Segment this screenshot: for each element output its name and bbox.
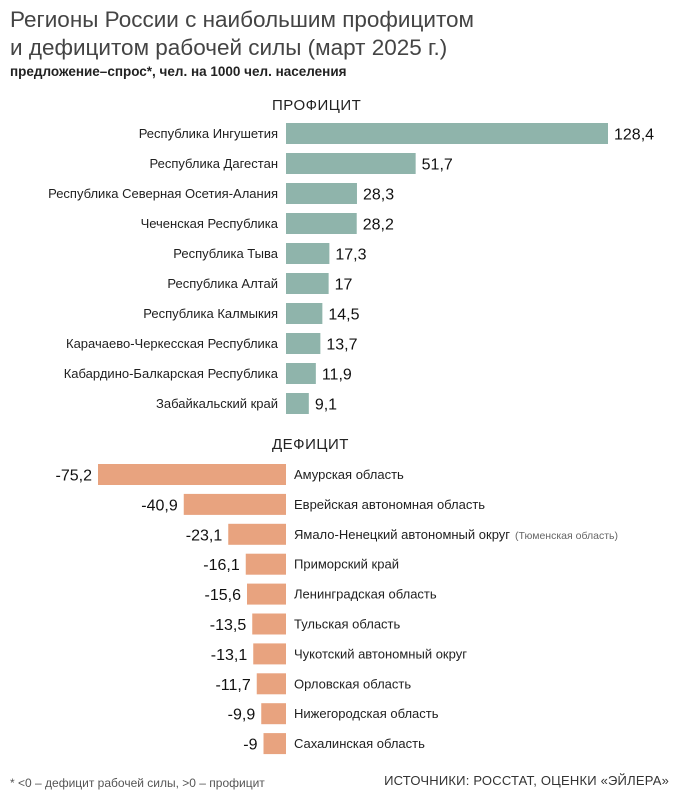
deficit-section-label: ДЕФИЦИТ	[272, 436, 349, 453]
surplus-bar	[286, 363, 316, 384]
surplus-bar	[286, 303, 323, 324]
surplus-bar	[286, 183, 357, 204]
surplus-bar	[286, 153, 416, 174]
chart-subtitle: предложение–спрос*, чел. на 1000 чел. на…	[10, 64, 347, 79]
surplus-bar	[286, 333, 321, 354]
deficit-category-label: Тульская область	[294, 617, 400, 632]
deficit-bar	[261, 703, 286, 725]
deficit-bar	[228, 523, 286, 545]
deficit-bar	[263, 733, 286, 755]
surplus-category-label: Республика Дагестан	[150, 156, 278, 171]
surplus-value-label: 128,4	[614, 127, 654, 144]
source-note: ИСТОЧНИКИ: РОССТАТ, ОЦЕНКИ «ЭЙЛЕРА»	[384, 773, 669, 788]
surplus-category-label: Республика Ингушетия	[139, 126, 278, 141]
deficit-category-label: Нижегородская область	[294, 706, 439, 721]
surplus-bar	[286, 393, 309, 414]
deficit-value-label: -15,6	[205, 587, 242, 604]
deficit-value-label: -9,9	[228, 707, 256, 724]
deficit-category-label: Ямало-Ненецкий автономный округ (Тюменска…	[294, 527, 618, 542]
deficit-category-label: Ленинградская область	[294, 587, 437, 602]
chart-title-line2: и дефицитом рабочей силы (март 2025 г.)	[10, 35, 448, 60]
deficit-value-label: -16,1	[203, 557, 240, 574]
deficit-bar	[247, 583, 286, 605]
surplus-bar	[286, 243, 330, 264]
deficit-category-label: Приморский край	[294, 557, 399, 572]
deficit-value-label: -13,5	[210, 617, 247, 634]
deficit-bar	[183, 493, 286, 515]
deficit-bar	[253, 643, 286, 665]
surplus-category-label: Республика Калмыкия	[143, 306, 278, 321]
deficit-value-label: -11,7	[215, 677, 250, 694]
deficit-category-label: Сахалинская область	[294, 736, 425, 751]
surplus-bar	[286, 213, 357, 234]
deficit-bar	[98, 464, 286, 485]
surplus-category-label: Карачаево-Черкесская Республика	[66, 336, 279, 351]
chart-title-line1: Регионы России с наибольшим профицитом	[10, 7, 474, 32]
surplus-bar	[286, 273, 329, 294]
deficit-category-label: Чукотский автономный округ	[294, 646, 467, 661]
surplus-bar	[286, 123, 608, 144]
surplus-value-label: 17	[335, 277, 353, 294]
footnote: * <0 – дефицит рабочей силы, >0 – профиц…	[10, 776, 265, 790]
surplus-category-label: Республика Тыва	[173, 246, 279, 261]
deficit-value-label: -9	[243, 737, 257, 754]
surplus-category-label: Республика Алтай	[167, 276, 278, 291]
deficit-category-label: Орловская область	[294, 676, 411, 691]
deficit-bar	[256, 673, 286, 695]
surplus-value-label: 11,9	[322, 367, 352, 384]
deficit-value-label: -13,1	[211, 647, 248, 664]
deficit-category-label: Еврейская автономная область	[294, 497, 485, 512]
surplus-category-label: Чеченская Республика	[141, 216, 279, 231]
surplus-value-label: 17,3	[335, 247, 366, 264]
surplus-category-label: Забайкальский край	[156, 396, 278, 411]
surplus-value-label: 28,2	[363, 217, 394, 234]
surplus-value-label: 13,7	[326, 337, 357, 354]
surplus-value-label: 28,3	[363, 187, 394, 204]
surplus-category-label: Кабардино-Балкарская Республика	[64, 366, 279, 381]
deficit-value-label: -23,1	[186, 527, 223, 544]
deficit-value-label: -75,2	[56, 468, 93, 485]
surplus-value-label: 14,5	[328, 307, 359, 324]
surplus-category-label: Республика Северная Осетия-Алания	[48, 186, 278, 201]
surplus-value-label: 51,7	[422, 157, 453, 174]
deficit-category-label: Амурская область	[294, 467, 404, 482]
deficit-value-label: -40,9	[141, 497, 178, 514]
deficit-bar	[245, 553, 286, 575]
chart-title: Регионы России с наибольшим профицитом и…	[10, 6, 670, 62]
surplus-section-label: ПРОФИЦИТ	[272, 97, 362, 114]
surplus-value-label: 9,1	[315, 397, 337, 414]
deficit-bar	[252, 613, 286, 635]
deficit-category-note: (Тюменская область)	[515, 530, 618, 542]
